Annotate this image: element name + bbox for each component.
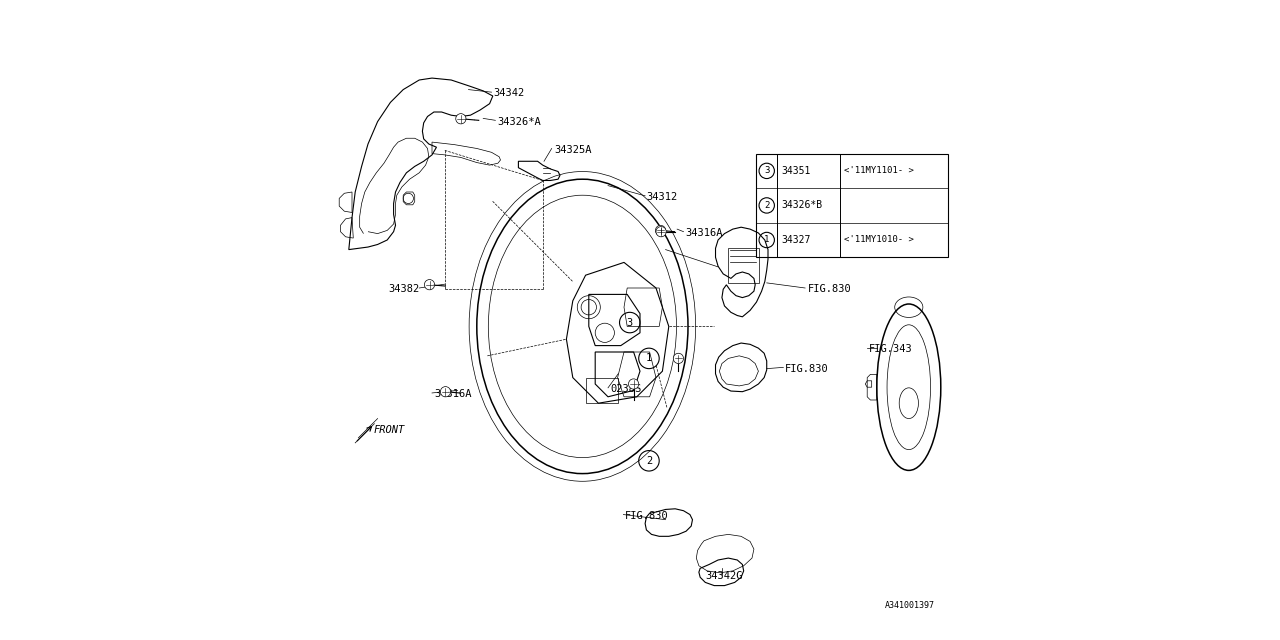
Text: 34325A: 34325A (554, 145, 591, 155)
Text: 1: 1 (764, 236, 769, 244)
Text: FRONT: FRONT (374, 425, 404, 435)
Text: 2: 2 (764, 201, 769, 210)
Text: 34326*B: 34326*B (781, 200, 823, 211)
Circle shape (657, 227, 667, 237)
Text: FIG.830: FIG.830 (625, 511, 669, 521)
Text: FIG.830: FIG.830 (786, 364, 829, 374)
Circle shape (628, 379, 639, 389)
Circle shape (655, 225, 666, 236)
Text: FIG.343: FIG.343 (869, 344, 913, 355)
Text: A341001397: A341001397 (884, 601, 934, 610)
Text: 34327: 34327 (781, 235, 810, 245)
Text: <'11MY1101- >: <'11MY1101- > (844, 166, 914, 175)
Text: 3: 3 (627, 317, 632, 328)
Bar (756, 154, 948, 257)
Bar (728, 248, 759, 283)
Text: 34326*A: 34326*A (498, 116, 541, 127)
Text: 3: 3 (764, 166, 769, 175)
Text: 34342: 34342 (494, 88, 525, 99)
Text: <'11MY1010- >: <'11MY1010- > (844, 236, 914, 244)
Text: 34316A: 34316A (434, 389, 471, 399)
Text: 34351: 34351 (781, 166, 810, 176)
Text: 34342G: 34342G (705, 571, 742, 581)
Text: 2: 2 (646, 456, 652, 466)
Text: 0238S: 0238S (611, 384, 641, 394)
Text: 34316A: 34316A (686, 228, 723, 238)
Text: 34382: 34382 (389, 284, 420, 294)
Circle shape (673, 353, 684, 364)
Circle shape (425, 280, 435, 290)
Circle shape (440, 387, 451, 397)
Text: 34312: 34312 (646, 192, 677, 202)
Text: FIG.830: FIG.830 (808, 284, 851, 294)
Text: 1: 1 (646, 353, 652, 364)
Circle shape (456, 114, 466, 124)
